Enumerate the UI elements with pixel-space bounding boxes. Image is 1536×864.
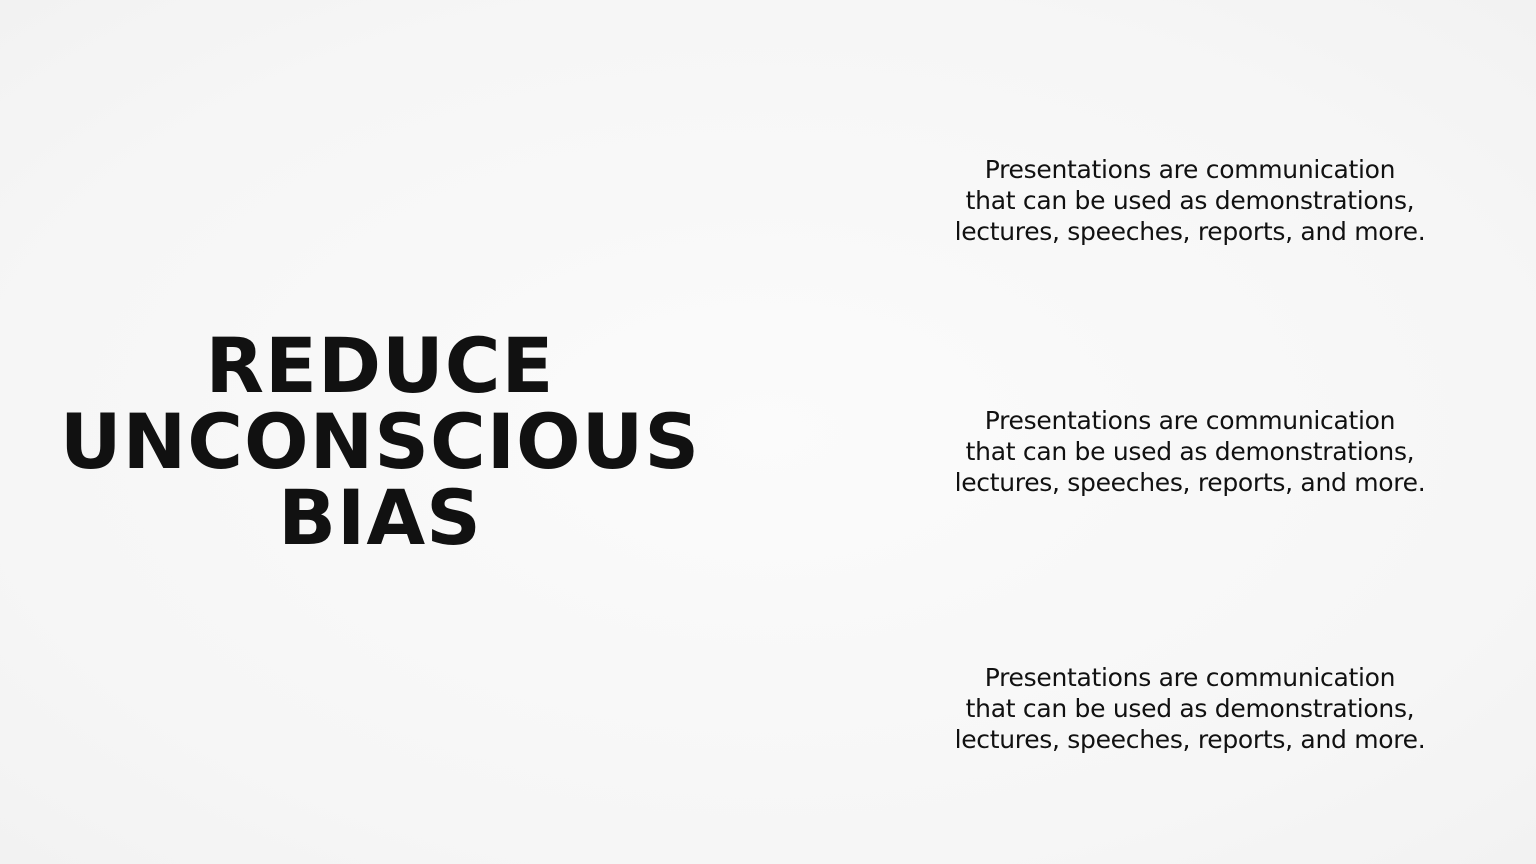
slide-title-line: BIAS (278, 473, 482, 562)
text-block-line: that can be used as demonstrations, (965, 694, 1415, 723)
text-block-line: that can be used as demonstrations, (965, 186, 1415, 215)
text-block: Presentations are communication that can… (930, 662, 1450, 755)
text-block-line: lectures, speeches, reports, and more. (954, 217, 1426, 246)
text-block-line: Presentations are communication (984, 406, 1396, 435)
text-block-line: lectures, speeches, reports, and more. (954, 725, 1426, 754)
text-block-line: Presentations are communication (984, 155, 1396, 184)
text-block-line: lectures, speeches, reports, and more. (954, 468, 1426, 497)
slide-title-line: REDUCE (205, 321, 555, 410)
text-block: Presentations are communication that can… (930, 154, 1450, 247)
text-block: Presentations are communication that can… (930, 405, 1450, 498)
text-block-line: Presentations are communication (984, 663, 1396, 692)
text-block-line: that can be used as demonstrations, (965, 437, 1415, 466)
slide-title: REDUCE UNCONSCIOUS BIAS (40, 328, 720, 556)
slide-title-line: UNCONSCIOUS (59, 397, 701, 486)
